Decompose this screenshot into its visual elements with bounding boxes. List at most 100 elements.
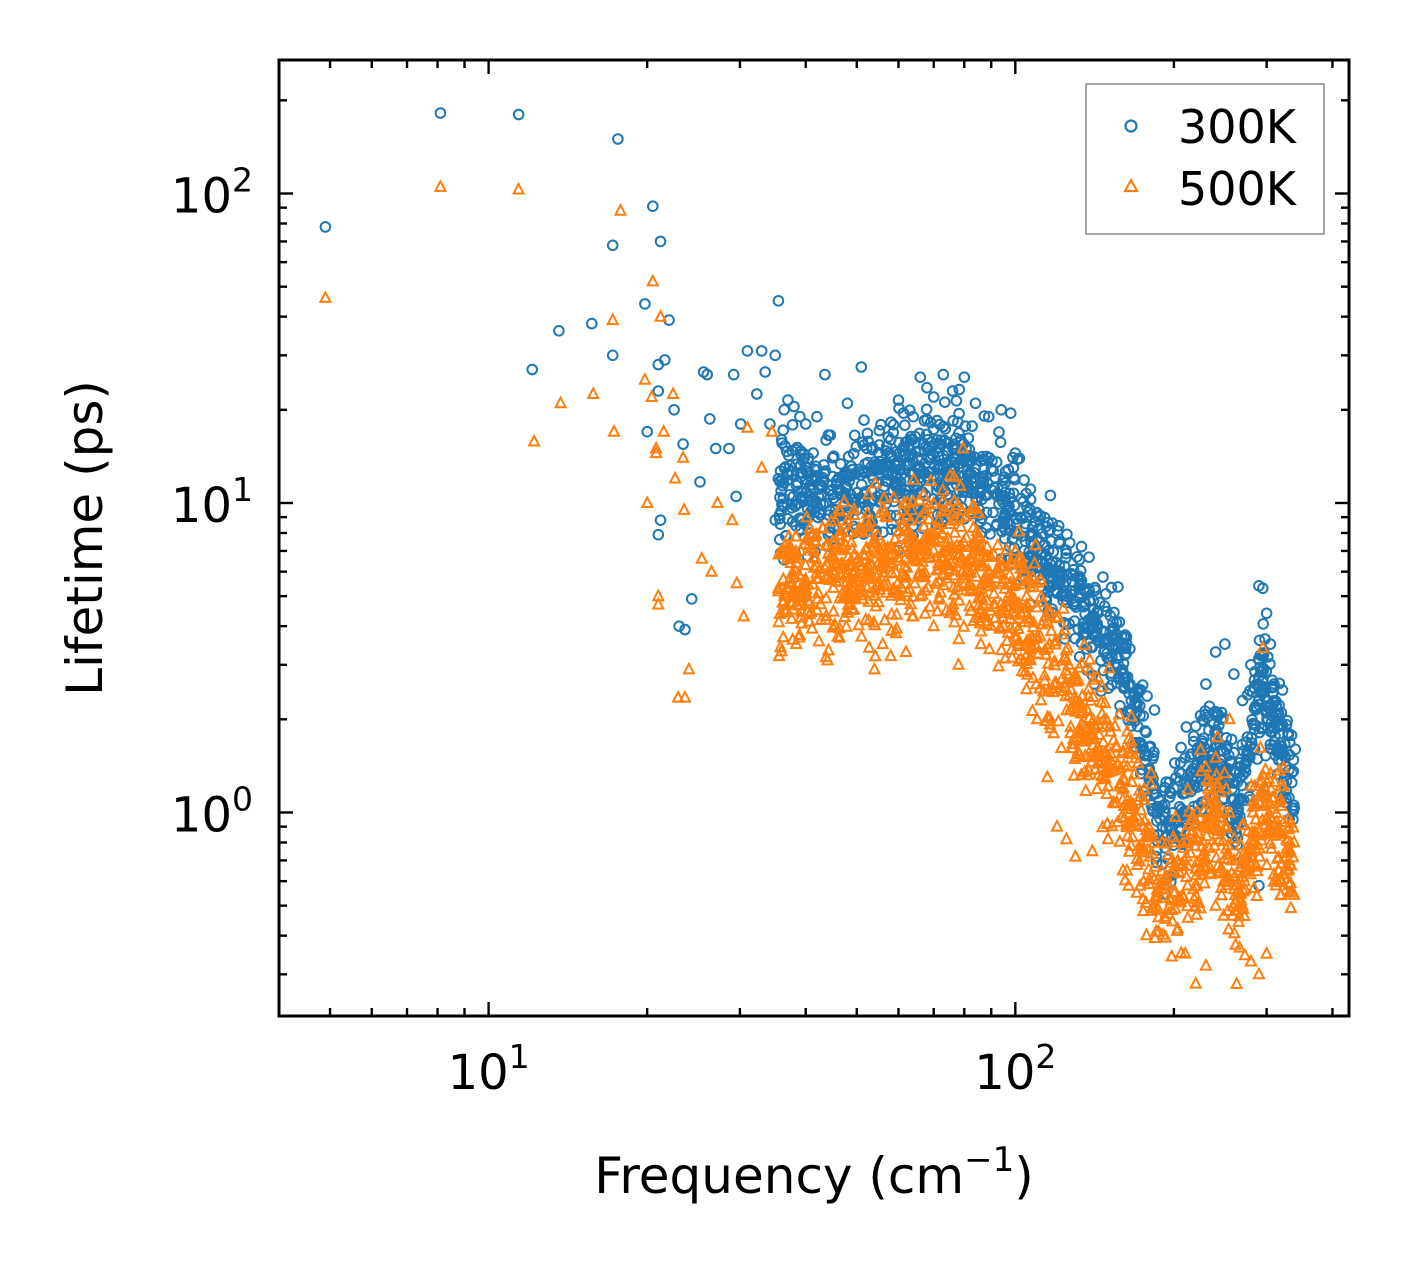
point-300k (1087, 594, 1100, 607)
x-tick-base: 10 (448, 1045, 509, 1101)
point-500k (859, 513, 874, 526)
point-500k (1228, 895, 1243, 909)
point-500k (1010, 597, 1024, 611)
legend-marker-500k (1123, 177, 1139, 193)
point-500k (943, 605, 957, 619)
point-500k (937, 577, 951, 591)
point-500k (947, 614, 962, 628)
point-500k (959, 508, 973, 522)
point-500k (1025, 703, 1040, 716)
point-500k (1238, 947, 1252, 961)
point-500k (915, 554, 930, 567)
point-500k (1267, 818, 1281, 832)
point-500k (1124, 708, 1139, 722)
point-300k (935, 439, 948, 451)
point-500k (682, 661, 696, 675)
point-300k (1221, 740, 1233, 752)
point-300k (800, 465, 812, 477)
point-500k (852, 520, 866, 534)
point-300k (946, 385, 959, 397)
point-300k (796, 492, 809, 505)
point-500k (1235, 897, 1250, 911)
point-500k (854, 578, 868, 592)
point-300k (1248, 702, 1261, 715)
point-500k (947, 586, 961, 600)
point-500k (1071, 672, 1085, 685)
point-300k (586, 317, 598, 330)
point-500k (904, 596, 918, 610)
point-500k (916, 569, 930, 582)
point-500k (1274, 791, 1288, 805)
point-500k (974, 623, 988, 637)
point-500k (765, 423, 779, 437)
point-500k (1202, 840, 1217, 853)
point-500k (1267, 774, 1282, 787)
point-500k (1203, 809, 1217, 823)
point-500k (774, 543, 789, 556)
point-500k (846, 591, 861, 605)
point-300k (1187, 762, 1199, 775)
point-500k (947, 469, 961, 482)
point-500k (1048, 633, 1063, 647)
point-300k (654, 235, 667, 248)
point-300k (1199, 705, 1211, 717)
point-500k (794, 615, 809, 629)
point-500k (984, 549, 998, 562)
point-500k (1138, 813, 1152, 827)
point-300k (694, 476, 706, 488)
point-500k (932, 589, 946, 603)
point-500k (861, 559, 876, 573)
point-300k (953, 383, 966, 396)
point-500k (1083, 651, 1097, 665)
point-500k (976, 607, 991, 620)
point-300k (873, 424, 886, 437)
point-300k (899, 419, 911, 432)
point-500k (1067, 768, 1081, 781)
point-500k (1259, 945, 1274, 959)
point-500k (1161, 876, 1175, 889)
point-500k (826, 619, 840, 633)
point-500k (926, 495, 941, 509)
point-500k (1020, 596, 1034, 610)
point-300k (775, 434, 788, 446)
point-300k (856, 436, 869, 449)
point-500k (1211, 865, 1226, 879)
point-500k (868, 475, 883, 489)
point-500k (553, 395, 568, 409)
point-500k (1207, 837, 1221, 851)
point-500k (1179, 869, 1194, 882)
point-300k (1238, 794, 1250, 807)
point-300k (1264, 658, 1276, 670)
point-500k (1180, 877, 1195, 891)
point-300k (920, 403, 933, 416)
point-500k (1148, 859, 1162, 872)
point-500k (913, 588, 927, 602)
point-500k (1252, 966, 1266, 980)
legend-label-300k: 300K (1178, 100, 1298, 154)
point-500k (1043, 720, 1058, 734)
point-300k (1044, 524, 1056, 536)
point-500k (947, 493, 961, 507)
point-300k (1241, 731, 1254, 743)
point-500k (671, 689, 685, 703)
point-300k (1168, 782, 1180, 794)
point-500k (1001, 625, 1015, 638)
point-300k (1156, 800, 1168, 812)
point-500k (816, 520, 830, 534)
point-500k (1253, 740, 1268, 753)
point-500k (907, 531, 921, 544)
point-300k (1112, 581, 1124, 593)
point-500k (527, 433, 541, 447)
point-500k (666, 386, 680, 399)
point-500k (956, 440, 970, 454)
point-500k (1081, 688, 1096, 702)
point-500k (1026, 579, 1041, 592)
point-500k (881, 540, 895, 553)
point-300k (966, 420, 978, 432)
point-300k (1097, 664, 1110, 677)
point-500k (1038, 713, 1053, 726)
point-500k (877, 568, 891, 582)
point-500k (1043, 604, 1057, 617)
point-500k (792, 629, 806, 643)
